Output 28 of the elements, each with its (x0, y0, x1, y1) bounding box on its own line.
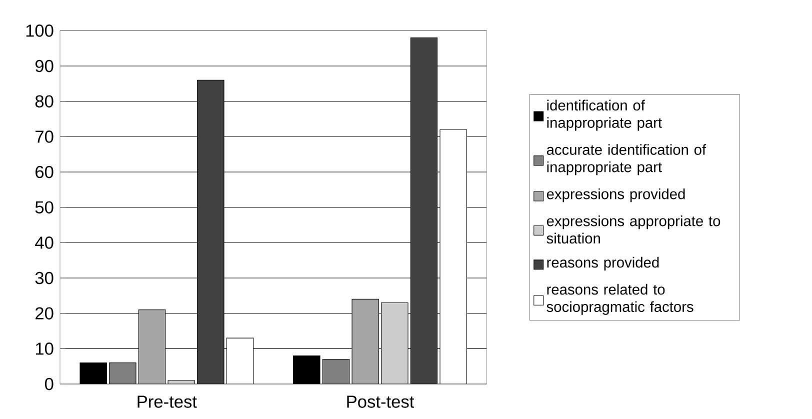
legend-label: reasons related to sociopragmatic factors (546, 284, 694, 316)
bar (322, 359, 350, 384)
y-tick-label: 40 (35, 236, 54, 249)
bar (80, 362, 107, 384)
legend-label: accurate identification of inappropriate part (546, 144, 706, 176)
y-tick-label: 10 (36, 342, 54, 355)
y-tick-label: 100 (26, 24, 54, 37)
y-tick-label: 60 (36, 166, 54, 178)
y-tick-label: 90 (35, 60, 54, 72)
legend-label: identification of inappropriate part (547, 100, 662, 131)
legend-label: expressions provided (546, 188, 685, 202)
x-tick-label: Pre-test (138, 396, 197, 408)
legend-label: expressions appropriate to situation (546, 216, 720, 244)
legend-label: reasons provided (547, 257, 659, 271)
y-tick-label: 80 (35, 95, 54, 108)
bar (381, 302, 408, 384)
bar (109, 362, 136, 384)
bar (197, 80, 224, 384)
x-tick-label: Post-test (347, 396, 414, 408)
bar (410, 38, 438, 384)
bar (138, 310, 166, 384)
y-tick-label: 30 (35, 272, 54, 284)
bar (352, 299, 379, 384)
y-tick-label: 0 (44, 378, 54, 390)
y-tick-label: 50 (35, 201, 54, 214)
y-tick-label: 70 (36, 130, 54, 143)
bar (293, 356, 320, 384)
y-tick-label: 20 (36, 307, 54, 320)
